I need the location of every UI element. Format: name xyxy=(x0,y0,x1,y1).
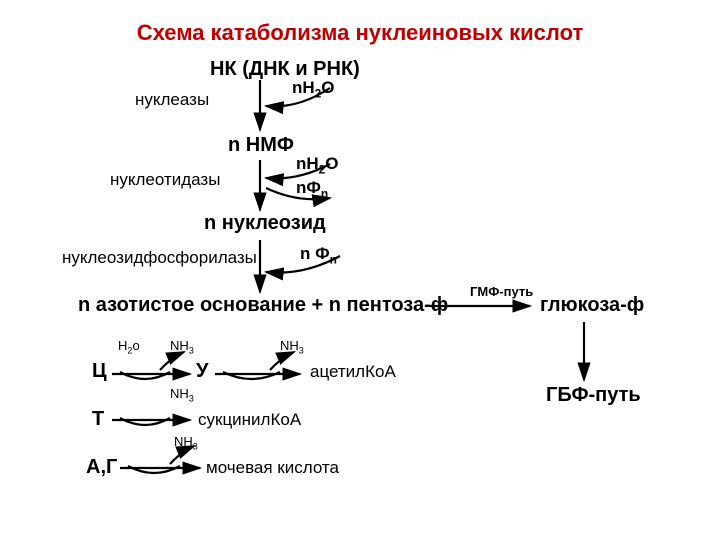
diagram-stage: Схема катаболизма нуклеиновых кислот НК … xyxy=(0,0,720,540)
arrow-layer xyxy=(0,0,720,540)
